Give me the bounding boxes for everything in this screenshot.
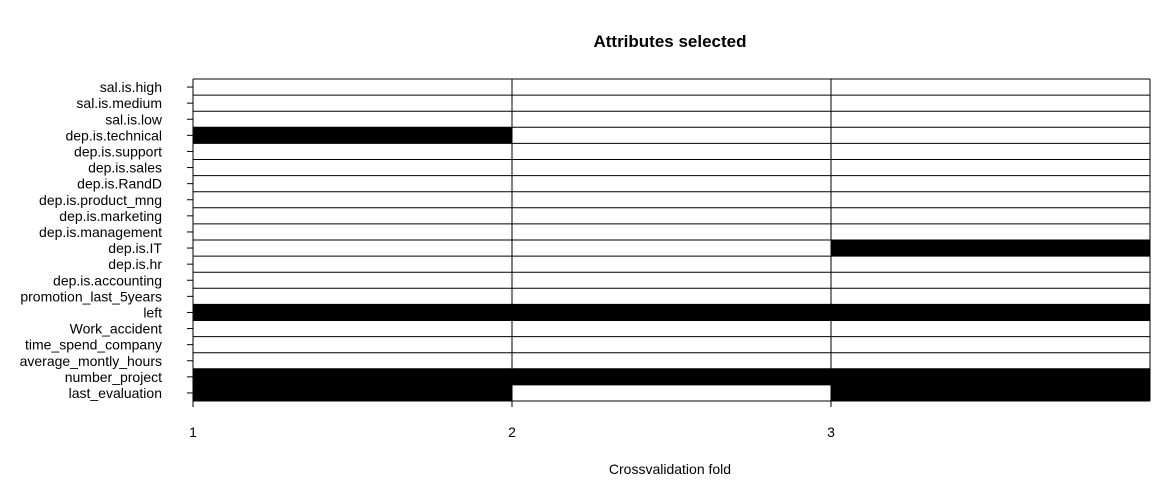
cell-dep.is.support-fold-3 — [831, 143, 1150, 160]
x-tick-label-3: 3 — [827, 424, 835, 440]
y-label-promotion_last_5years: promotion_last_5years — [20, 288, 162, 304]
cell-left-fold-3 — [831, 304, 1150, 321]
cell-Work_accident-fold-1 — [193, 320, 512, 337]
cell-dep.is.sales-fold-2 — [512, 159, 831, 176]
cell-sal.is.low-fold-1 — [193, 111, 512, 128]
cell-time_spend_company-fold-1 — [193, 336, 512, 353]
y-label-sal.is.low: sal.is.low — [105, 111, 163, 127]
cell-dep.is.management-fold-1 — [193, 223, 512, 240]
cell-dep.is.IT-fold-3 — [831, 240, 1150, 257]
cell-dep.is.hr-fold-1 — [193, 256, 512, 273]
cell-sal.is.low-fold-2 — [512, 111, 831, 128]
cell-dep.is.support-fold-1 — [193, 143, 512, 160]
cell-left-fold-2 — [512, 304, 831, 321]
cell-dep.is.marketing-fold-1 — [193, 207, 512, 224]
cell-promotion_last_5years-fold-1 — [193, 288, 512, 305]
cell-dep.is.accounting-fold-2 — [512, 272, 831, 289]
cell-promotion_last_5years-fold-2 — [512, 288, 831, 305]
cell-average_montly_hours-fold-1 — [193, 352, 512, 369]
cell-last_evaluation-fold-2 — [512, 384, 831, 401]
cell-number_project-fold-1 — [193, 368, 512, 385]
cell-dep.is.hr-fold-2 — [512, 256, 831, 273]
cell-dep.is.support-fold-2 — [512, 143, 831, 160]
y-label-dep.is.management: dep.is.management — [39, 224, 162, 240]
x-axis-ticks: 1 2 3 — [189, 401, 835, 440]
cell-average_montly_hours-fold-2 — [512, 352, 831, 369]
y-label-left: left — [143, 304, 162, 320]
y-axis-labels: sal.is.highsal.is.mediumsal.is.lowdep.is… — [20, 79, 193, 401]
cell-dep.is.management-fold-3 — [831, 223, 1150, 240]
x-tick-label-2: 2 — [508, 424, 516, 440]
cell-last_evaluation-fold-1 — [193, 384, 512, 401]
cell-Work_accident-fold-2 — [512, 320, 831, 337]
cell-dep.is.product_mng-fold-2 — [512, 191, 831, 208]
cell-sal.is.high-fold-3 — [831, 79, 1150, 96]
cell-dep.is.sales-fold-1 — [193, 159, 512, 176]
x-tick-label-1: 1 — [189, 424, 197, 440]
y-label-number_project: number_project — [65, 369, 162, 385]
cell-time_spend_company-fold-3 — [831, 336, 1150, 353]
y-label-dep.is.IT: dep.is.IT — [108, 240, 162, 256]
cell-dep.is.sales-fold-3 — [831, 159, 1150, 176]
y-label-dep.is.technical: dep.is.technical — [65, 127, 162, 143]
cell-sal.is.high-fold-1 — [193, 79, 512, 96]
cell-dep.is.IT-fold-2 — [512, 240, 831, 257]
y-label-Work_accident: Work_accident — [70, 321, 162, 337]
cell-last_evaluation-fold-3 — [831, 384, 1150, 401]
cell-dep.is.technical-fold-1 — [193, 127, 512, 144]
plot-gridlines — [192, 78, 1151, 402]
y-label-dep.is.product_mng: dep.is.product_mng — [39, 192, 162, 208]
cell-dep.is.marketing-fold-3 — [831, 207, 1150, 224]
cell-dep.is.technical-fold-3 — [831, 127, 1150, 144]
cell-dep.is.product_mng-fold-1 — [193, 191, 512, 208]
cell-number_project-fold-3 — [831, 368, 1150, 385]
y-label-dep.is.hr: dep.is.hr — [108, 256, 162, 272]
cell-Work_accident-fold-3 — [831, 320, 1150, 337]
cell-average_montly_hours-fold-3 — [831, 352, 1150, 369]
cell-dep.is.hr-fold-3 — [831, 256, 1150, 273]
y-label-average_montly_hours: average_montly_hours — [20, 353, 162, 369]
plot-cells — [193, 79, 1150, 401]
chart-title: Attributes selected — [593, 32, 746, 51]
cell-sal.is.low-fold-3 — [831, 111, 1150, 128]
cell-sal.is.high-fold-2 — [512, 79, 831, 96]
y-label-dep.is.marketing: dep.is.marketing — [59, 208, 162, 224]
cell-sal.is.medium-fold-1 — [193, 95, 512, 112]
y-label-sal.is.medium: sal.is.medium — [76, 95, 162, 111]
cell-dep.is.RandD-fold-1 — [193, 175, 512, 192]
cell-dep.is.accounting-fold-1 — [193, 272, 512, 289]
cell-dep.is.IT-fold-1 — [193, 240, 512, 257]
y-label-dep.is.support: dep.is.support — [74, 143, 162, 159]
cell-promotion_last_5years-fold-3 — [831, 288, 1150, 305]
cell-sal.is.medium-fold-3 — [831, 95, 1150, 112]
y-label-dep.is.sales: dep.is.sales — [88, 160, 162, 176]
cell-dep.is.RandD-fold-3 — [831, 175, 1150, 192]
y-label-sal.is.high: sal.is.high — [100, 79, 162, 95]
y-label-last_evaluation: last_evaluation — [69, 385, 162, 401]
cell-dep.is.marketing-fold-2 — [512, 207, 831, 224]
y-label-dep.is.accounting: dep.is.accounting — [53, 272, 162, 288]
y-label-dep.is.RandD: dep.is.RandD — [77, 176, 162, 192]
cell-dep.is.RandD-fold-2 — [512, 175, 831, 192]
cell-sal.is.medium-fold-2 — [512, 95, 831, 112]
cell-time_spend_company-fold-2 — [512, 336, 831, 353]
cell-dep.is.management-fold-2 — [512, 223, 831, 240]
cell-left-fold-1 — [193, 304, 512, 321]
y-label-time_spend_company: time_spend_company — [25, 337, 162, 353]
cell-dep.is.product_mng-fold-3 — [831, 191, 1150, 208]
x-axis-label: Crossvalidation fold — [609, 461, 731, 477]
cell-dep.is.accounting-fold-3 — [831, 272, 1150, 289]
cell-number_project-fold-2 — [512, 368, 831, 385]
cell-dep.is.technical-fold-2 — [512, 127, 831, 144]
